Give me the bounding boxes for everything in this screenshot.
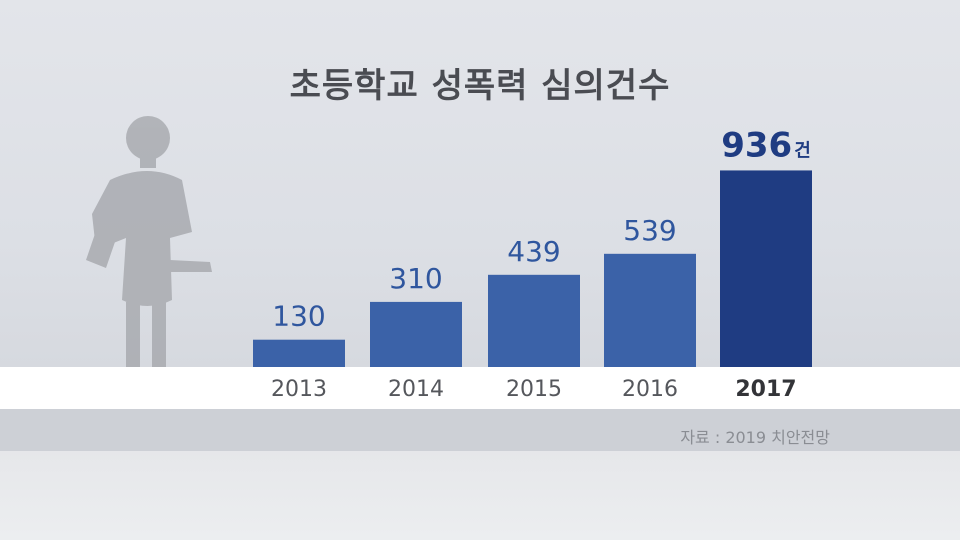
unit-label: 건 — [794, 140, 811, 161]
child-silhouette-image — [86, 116, 212, 368]
value-label-2015: 439 — [507, 235, 560, 268]
category-label-2016: 2016 — [622, 377, 678, 402]
bar-2014 — [370, 301, 462, 367]
category-label-2013: 2013 — [271, 377, 327, 402]
value-label-2017: 936 건 — [721, 125, 811, 165]
category-label-2015: 2015 — [506, 377, 562, 402]
axis-band-shadow — [0, 409, 960, 451]
category-label-2017: 2017 — [735, 377, 796, 402]
category-label-2014: 2014 — [388, 377, 444, 402]
chart-title: 초등학교 성폭력 심의건수 — [289, 66, 671, 106]
source-note: 자료 : 2019 치안전망 — [680, 428, 830, 447]
axis-band — [0, 367, 960, 409]
bar-2016 — [604, 253, 696, 367]
value-label-2016: 539 — [623, 214, 676, 247]
bar-2015 — [488, 274, 580, 367]
value-label-2013: 130 — [272, 300, 325, 333]
lower-panel — [0, 451, 960, 540]
value-label-2014: 310 — [389, 262, 442, 295]
bar-2013 — [253, 339, 345, 367]
bar-2017 — [720, 170, 812, 367]
